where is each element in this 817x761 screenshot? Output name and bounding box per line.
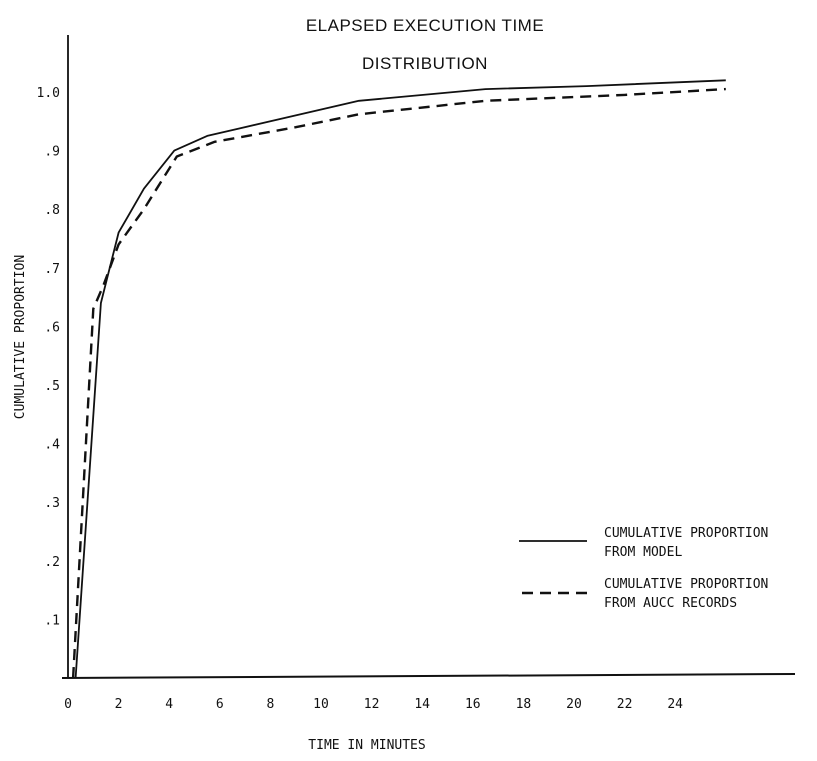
x-tick-label: 20 bbox=[566, 697, 582, 712]
x-tick-label: 2 bbox=[115, 697, 123, 712]
y-tick-label: .4 bbox=[44, 438, 60, 453]
x-tick-label: 12 bbox=[364, 697, 380, 712]
legend: CUMULATIVE PROPORTION FROM MODEL CUMULAT… bbox=[519, 526, 768, 611]
chart-title: ELAPSED EXECUTION TIME bbox=[306, 16, 544, 35]
legend-label-aucc-line2: FROM AUCC RECORDS bbox=[604, 596, 737, 611]
x-axis-line bbox=[61, 673, 796, 679]
x-tick-label: 14 bbox=[414, 697, 430, 712]
x-tick-label: 8 bbox=[266, 697, 274, 712]
y-axis-label: CUMULATIVE PROPORTION bbox=[13, 255, 28, 419]
x-tick-label: 24 bbox=[667, 697, 683, 712]
y-tick-label: .9 bbox=[44, 145, 60, 160]
x-tick-label: 18 bbox=[516, 697, 532, 712]
series-line-aucc-records bbox=[71, 87, 726, 679]
series-line-model bbox=[74, 79, 726, 679]
y-tick-label: .8 bbox=[44, 203, 60, 218]
y-tick-label: .6 bbox=[44, 320, 60, 335]
y-tick-label: .5 bbox=[44, 379, 60, 394]
x-tick-labels: 0 2 4 6 8 10 12 14 16 18 20 22 24 bbox=[64, 697, 683, 712]
x-tick-label: 10 bbox=[313, 697, 329, 712]
x-tick-label: 4 bbox=[165, 697, 173, 712]
x-tick-label: 22 bbox=[617, 697, 633, 712]
y-tick-label: 1.0 bbox=[37, 86, 60, 101]
y-tick-label: .1 bbox=[44, 613, 60, 628]
x-tick-label: 0 bbox=[64, 697, 72, 712]
chart-subtitle: DISTRIBUTION bbox=[362, 54, 488, 73]
legend-label-aucc-line1: CUMULATIVE PROPORTION bbox=[604, 577, 768, 592]
x-tick-label: 6 bbox=[216, 697, 224, 712]
y-tick-label: .3 bbox=[44, 496, 60, 511]
legend-label-model-line2: FROM MODEL bbox=[604, 545, 682, 560]
y-tick-label: .2 bbox=[44, 555, 60, 570]
y-tick-labels: .1 .2 .3 .4 .5 .6 .7 .8 .9 1.0 bbox=[37, 86, 61, 628]
series-group bbox=[71, 79, 726, 679]
legend-label-model-line1: CUMULATIVE PROPORTION bbox=[604, 526, 768, 541]
x-tick-label: 16 bbox=[465, 697, 481, 712]
y-tick-label: .7 bbox=[44, 262, 60, 277]
x-axis-label: TIME IN MINUTES bbox=[308, 738, 425, 753]
